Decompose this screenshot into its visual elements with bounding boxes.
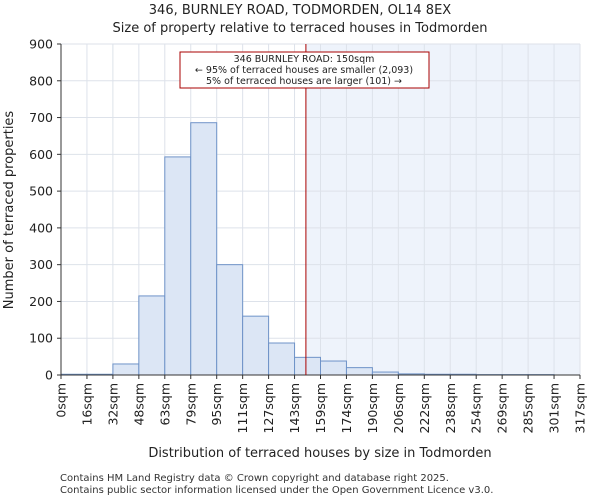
y-tick-label: 500 <box>29 184 53 199</box>
x-tick-label: 269sqm <box>495 383 510 433</box>
x-tick-label: 254sqm <box>469 383 484 433</box>
y-tick-label: 600 <box>29 147 53 162</box>
x-tick-label: 111sqm <box>235 383 250 433</box>
annotation-box: 346 BURNLEY ROAD: 150sqm ← 95% of terrac… <box>179 51 430 89</box>
x-tick-label: 63sqm <box>157 383 172 426</box>
y-tick-label: 300 <box>29 257 53 272</box>
histogram-bar <box>345 367 373 376</box>
x-tick-label: 301sqm <box>547 383 562 433</box>
larger-region-highlight <box>305 44 580 375</box>
footer-line-2: Contains public sector information licen… <box>60 485 493 496</box>
annotation-line-3: 5% of terraced houses are larger (101) → <box>206 76 402 87</box>
x-tick-label: 0sqm <box>54 383 69 418</box>
chart-subtitle: Size of property relative to terraced ho… <box>113 21 488 36</box>
x-tick-label: 159sqm <box>313 383 328 433</box>
x-axis-label: Distribution of terraced houses by size … <box>148 446 491 461</box>
x-tick-label: 222sqm <box>417 383 432 433</box>
y-tick-label: 900 <box>29 37 53 52</box>
x-tick-label: 190sqm <box>365 383 380 433</box>
x-tick-label: 285sqm <box>521 383 536 433</box>
histogram-bar <box>320 360 347 376</box>
histogram-bar <box>138 295 166 376</box>
x-tick-label: 79sqm <box>183 383 198 426</box>
x-tick-label: 16sqm <box>79 383 94 426</box>
annotation-line-1: 346 BURNLEY ROAD: 150sqm <box>234 54 375 65</box>
x-tick-label: 143sqm <box>287 383 302 433</box>
histogram-bar <box>112 363 140 376</box>
histogram-bar <box>190 122 218 376</box>
histogram-bar <box>268 342 296 376</box>
y-tick-label: 0 <box>45 368 53 383</box>
x-tick-label: 317sqm <box>573 383 588 433</box>
y-axis-label: Number of terraced properties <box>2 111 17 310</box>
annotation-line-2: ← 95% of terraced houses are smaller (2,… <box>195 65 413 76</box>
y-tick-label: 700 <box>29 110 53 125</box>
x-tick-label: 95sqm <box>209 383 224 426</box>
y-tick-label: 100 <box>29 331 53 346</box>
y-tick-label: 200 <box>29 294 53 309</box>
histogram-bar <box>242 315 270 376</box>
x-tick-label: 206sqm <box>391 383 406 433</box>
chart-title: 346, BURNLEY ROAD, TODMORDEN, OL14 8EX <box>149 3 452 18</box>
histogram-bar <box>216 264 244 376</box>
x-tick-label: 32sqm <box>105 383 120 426</box>
x-tick-label: 238sqm <box>443 383 458 433</box>
x-tick-label: 174sqm <box>339 383 354 433</box>
x-tick-label: 48sqm <box>131 383 146 426</box>
y-tick-label: 400 <box>29 220 53 235</box>
x-tick-label: 127sqm <box>261 383 276 433</box>
histogram-bar <box>164 156 192 376</box>
histogram-bar <box>294 356 321 376</box>
footer-line-1: Contains HM Land Registry data © Crown c… <box>60 473 449 484</box>
y-tick-label: 800 <box>29 73 53 88</box>
